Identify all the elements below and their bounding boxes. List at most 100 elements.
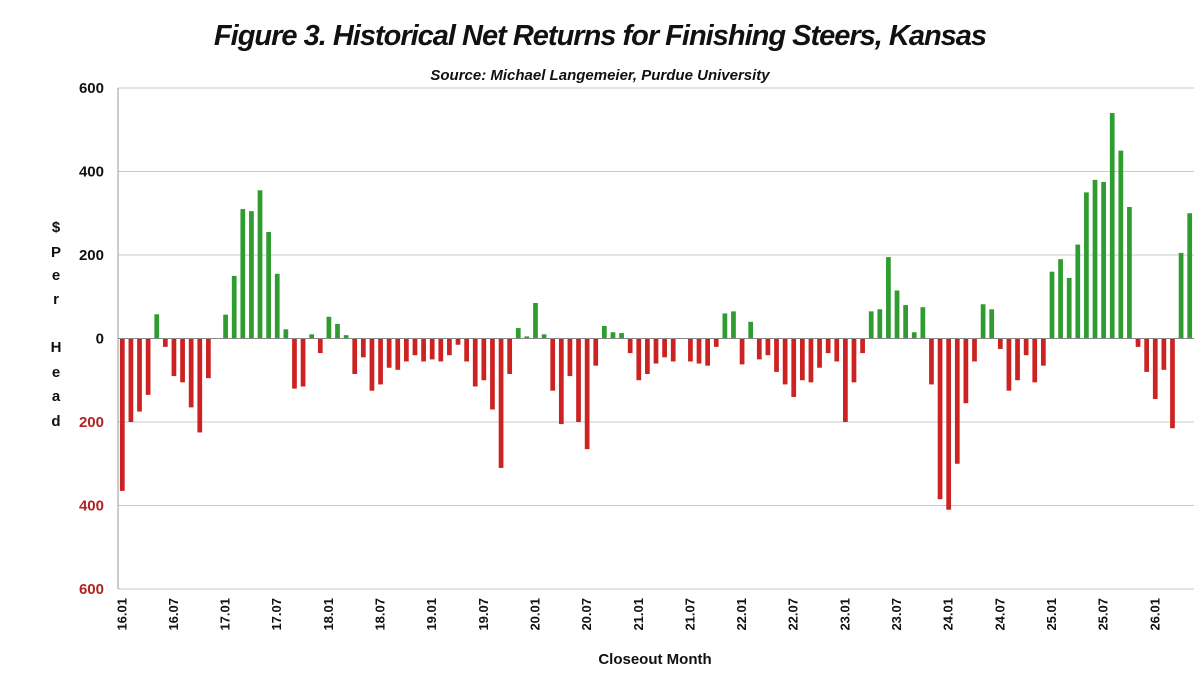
bar	[937, 338, 943, 500]
bar	[447, 338, 452, 356]
bar	[421, 338, 426, 362]
x-tick-label: 16.07	[166, 598, 181, 631]
bar	[1187, 213, 1193, 339]
bar	[541, 334, 547, 339]
bar	[731, 311, 736, 339]
bar	[472, 338, 478, 387]
bar	[688, 338, 693, 362]
bar	[929, 338, 934, 385]
bar	[404, 338, 409, 362]
x-tick-label: 25.07	[1096, 598, 1111, 631]
y-axis-label-char: H	[51, 339, 62, 356]
bar	[231, 275, 237, 339]
y-axis-label-char: P	[51, 244, 61, 261]
bar	[223, 314, 228, 339]
bar	[980, 304, 986, 339]
bar	[300, 338, 306, 387]
x-tick-label: 19.07	[476, 598, 491, 631]
bar	[1118, 150, 1124, 339]
bar	[1152, 338, 1158, 400]
x-tick-label: 23.07	[889, 598, 904, 631]
y-tick-label: 600	[79, 80, 104, 97]
bar	[636, 338, 642, 381]
bar	[137, 338, 142, 412]
bar	[550, 338, 556, 391]
y-axis-label-char: d	[51, 413, 60, 430]
y-tick-label: 200	[79, 414, 104, 431]
bar	[386, 338, 392, 368]
bar	[1049, 271, 1055, 339]
bar	[171, 338, 177, 377]
bar	[877, 309, 883, 339]
x-tick-label: 25.01	[1044, 598, 1059, 631]
x-tick-label: 16.01	[114, 598, 129, 631]
bar	[498, 338, 504, 468]
bar	[920, 307, 926, 339]
bar	[515, 328, 521, 339]
bar	[283, 329, 289, 339]
x-tick-label: 24.07	[992, 598, 1007, 631]
bar	[1109, 113, 1115, 339]
bar	[343, 335, 349, 339]
y-tick-label: 0	[96, 331, 104, 348]
bar	[843, 338, 848, 422]
bar	[886, 257, 891, 339]
bar	[335, 323, 340, 339]
bar	[825, 338, 831, 354]
bar	[1023, 338, 1029, 356]
bar	[1092, 179, 1098, 339]
bar	[369, 338, 375, 391]
bar	[782, 338, 788, 385]
bar	[524, 336, 530, 339]
bar	[799, 338, 805, 381]
bar	[1006, 338, 1012, 391]
bar	[188, 338, 194, 408]
bar	[653, 338, 659, 364]
bar	[567, 338, 573, 377]
bar	[894, 290, 900, 339]
bar	[352, 338, 358, 374]
bar	[1127, 206, 1132, 339]
x-tick-label: 24.01	[941, 598, 956, 631]
bar	[240, 209, 246, 339]
y-axis-label-char: r	[53, 291, 59, 308]
bar	[455, 338, 461, 345]
bar	[696, 338, 702, 364]
bar	[713, 338, 719, 347]
x-tick-label: 18.07	[373, 598, 388, 631]
x-tick-label: 22.01	[734, 598, 749, 631]
bar	[1066, 277, 1072, 339]
bar	[593, 338, 599, 366]
chart-subtitle: Source: Michael Langemeier, Purdue Unive…	[430, 67, 770, 84]
y-tick-label: 200	[79, 247, 104, 264]
bar	[360, 338, 366, 358]
bar	[739, 338, 745, 365]
bar	[507, 338, 513, 374]
bar	[154, 314, 160, 339]
bar	[249, 211, 254, 339]
bar	[791, 338, 797, 397]
bar	[257, 190, 263, 339]
bar	[834, 338, 840, 362]
bar	[1040, 338, 1046, 366]
bar	[429, 338, 435, 360]
y-axis-label-char: e	[52, 267, 60, 284]
bar	[1144, 338, 1150, 372]
bar	[756, 338, 762, 360]
x-tick-label: 21.01	[631, 598, 646, 631]
y-tick-label: 600	[79, 581, 104, 598]
x-tick-label: 20.07	[579, 598, 594, 631]
bar	[817, 338, 822, 368]
bar	[180, 338, 185, 383]
bar	[903, 305, 908, 339]
bar	[490, 338, 495, 410]
bar	[627, 338, 633, 354]
bar	[860, 338, 865, 354]
bar	[946, 338, 952, 510]
bar	[464, 338, 469, 362]
bar	[576, 338, 581, 422]
bar	[481, 338, 487, 381]
bar	[395, 338, 401, 370]
bar	[266, 232, 271, 339]
bar	[645, 338, 650, 374]
